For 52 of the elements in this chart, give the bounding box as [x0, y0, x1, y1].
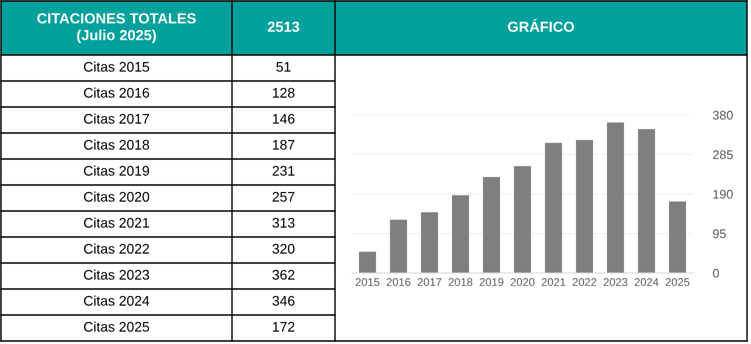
x-tick-label: 2023 [604, 278, 628, 286]
bar [544, 142, 562, 273]
bar [576, 140, 594, 273]
text: Citas 2018 [84, 140, 150, 150]
text: 346 [272, 296, 294, 306]
text: Citas 2016 [84, 88, 150, 98]
y-tick-label: 285 [713, 150, 733, 160]
text: 187 [272, 140, 294, 150]
chart-title: GRÁFICO [508, 18, 574, 32]
text: 128 [272, 88, 294, 98]
text: 362 [272, 270, 294, 280]
text: 320 [272, 244, 295, 254]
bar [638, 129, 656, 273]
bar [390, 220, 408, 273]
x-tick-label: 2015 [356, 278, 380, 286]
text: Citas 2025 [84, 322, 150, 332]
text: Citas 2023 [84, 270, 150, 280]
text: 231 [272, 166, 294, 176]
x-tick-label: 2016 [386, 278, 410, 286]
bar [668, 201, 686, 273]
x-tick-label: 2020 [510, 278, 534, 286]
y-tick-label: 0 [712, 268, 719, 278]
text: Citas 2021 [84, 218, 150, 228]
x-tick-label: 2019 [480, 278, 504, 286]
y-tick-label: 190 [713, 190, 733, 199]
bar [358, 252, 376, 273]
text: 146 [272, 114, 294, 124]
text: Citas 2024 [84, 296, 150, 306]
bar [482, 176, 500, 273]
text: Citas 2020 [84, 192, 150, 202]
text: 172 [272, 322, 294, 332]
x-tick-label: 2018 [448, 278, 472, 286]
text: Citas 2017 [84, 114, 150, 124]
bar [452, 195, 470, 273]
y-tick-label: 380 [712, 110, 733, 120]
x-tick-label: 2025 [666, 278, 690, 286]
text: 257 [272, 192, 294, 202]
bar [514, 166, 532, 273]
text: Citas 2022 [84, 244, 150, 254]
bar [606, 122, 624, 273]
text: Citas 2019 [84, 166, 150, 176]
x-tick-label: 2022 [572, 278, 596, 286]
text: 313 [272, 218, 294, 228]
text: 51 [276, 62, 291, 72]
bar [420, 212, 438, 273]
text: CITACIONES TOTALES (Julio 2025) [37, 13, 196, 44]
x-tick-label: 2024 [634, 278, 659, 286]
x-tick-label: 2021 [542, 278, 566, 286]
text: Citas 2015 [84, 62, 150, 72]
y-tick-label: 95 [713, 229, 726, 238]
text: 2513 [268, 22, 300, 32]
x-tick-label: 2017 [418, 278, 442, 286]
